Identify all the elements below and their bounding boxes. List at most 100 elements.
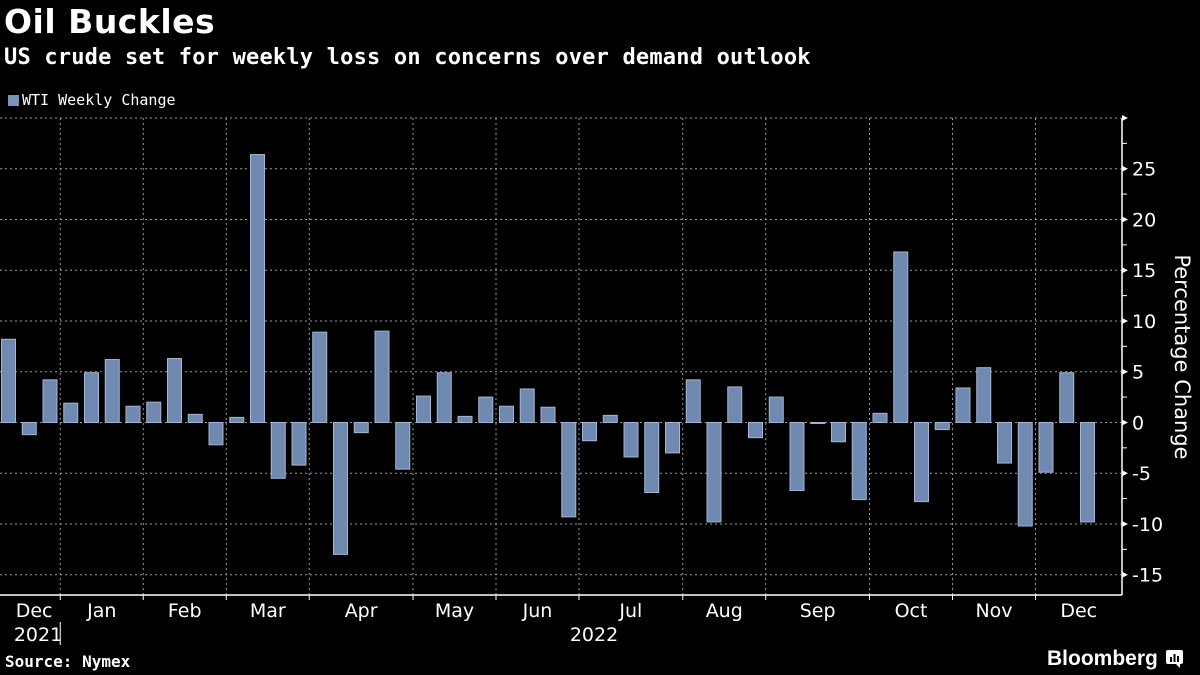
- bar: [1038, 421, 1054, 473]
- year-label: 2022: [570, 624, 618, 646]
- bar: [436, 372, 452, 423]
- bar: [665, 421, 680, 454]
- bar: [395, 421, 411, 470]
- bar: [623, 421, 639, 458]
- bar: [104, 359, 120, 423]
- x-tick-label: Aug: [706, 600, 743, 622]
- x-tick-label: Sep: [800, 600, 836, 622]
- bar: [291, 421, 307, 466]
- x-tick-label: Apr: [345, 600, 378, 622]
- bar: [872, 412, 888, 423]
- bar: [1017, 421, 1033, 527]
- y-tick: [1122, 165, 1128, 172]
- y-tick-label: -5: [1132, 463, 1151, 485]
- bar: [457, 415, 473, 423]
- bar: [519, 388, 535, 423]
- bar: [893, 251, 909, 423]
- bar: [374, 330, 390, 423]
- y-tick-label: 20: [1132, 209, 1156, 231]
- source-note: Source: Nymex: [5, 652, 131, 671]
- y-tick-label: 5: [1132, 362, 1144, 384]
- bar: [270, 421, 286, 479]
- x-tick-label: Jun: [522, 600, 553, 622]
- y-tick: [1122, 419, 1128, 426]
- x-tick-label: Feb: [168, 600, 202, 622]
- bar: [208, 421, 224, 446]
- bar: [187, 413, 203, 423]
- bar: [934, 421, 950, 431]
- bar: [602, 414, 618, 423]
- bar: [416, 395, 431, 423]
- gridlines: [0, 117, 1121, 595]
- bar: [540, 406, 556, 423]
- brand-name: Bloomberg: [1047, 647, 1158, 670]
- bar: [499, 405, 514, 423]
- x-tick-label: May: [435, 600, 474, 622]
- year-label: 2021: [14, 624, 62, 646]
- x-tick-label: Oct: [895, 600, 928, 622]
- bar: [561, 421, 577, 518]
- bar: [21, 421, 37, 436]
- y-tick: [1122, 520, 1128, 527]
- chart-title: Oil Buckles: [4, 2, 216, 41]
- chart-bubble-icon: [1165, 650, 1183, 668]
- bar: [582, 421, 597, 442]
- bar: [478, 396, 494, 423]
- bar: [1, 338, 16, 423]
- bar: [1080, 421, 1095, 523]
- x-tick-label: Jan: [86, 600, 116, 622]
- bar: [167, 358, 182, 423]
- bar: [997, 421, 1012, 464]
- bar: [63, 402, 79, 423]
- bar: [146, 401, 162, 423]
- bar: [685, 379, 701, 423]
- bar: [312, 331, 328, 423]
- y-tick: [1122, 317, 1128, 324]
- chart-subtitle: US crude set for weekly loss on concerns…: [4, 45, 811, 70]
- x-axis: Dec Jan Feb Mar Apr May Jun Jul Aug Sep Oct Nov Dec2…: [0, 594, 1122, 646]
- y-tick: [1122, 571, 1128, 578]
- bar: [810, 421, 826, 424]
- legend: WTI Weekly Change: [8, 91, 176, 109]
- bar: [727, 386, 743, 423]
- y-tick-label: -15: [1132, 565, 1163, 587]
- bar: [84, 372, 99, 423]
- bar: [768, 396, 784, 423]
- y-tick: [1122, 470, 1128, 477]
- y-axis-title: Percentage Change: [1170, 254, 1194, 460]
- y-tick: [1122, 368, 1128, 375]
- y-tick: [1122, 216, 1128, 223]
- bar: [914, 421, 929, 503]
- bar: [1059, 372, 1075, 423]
- bar: [976, 367, 992, 423]
- bar: [333, 421, 348, 555]
- bar: [748, 421, 763, 439]
- bar: [851, 421, 867, 501]
- bar: [955, 387, 971, 423]
- y-tick-label: 0: [1132, 412, 1144, 434]
- x-tick-label: Mar: [250, 600, 286, 622]
- x-tick-label: Dec: [1060, 600, 1097, 622]
- bar: [250, 154, 265, 423]
- bar: [125, 405, 141, 423]
- y-tick-label: 25: [1132, 159, 1156, 181]
- y-axis: 25 20 15 10 5 0 -5 -10 -15: [1121, 115, 1163, 595]
- bar: [789, 421, 805, 491]
- bar: [42, 379, 58, 423]
- y-tick-label: 15: [1132, 260, 1156, 282]
- x-tick-label: Dec: [16, 600, 53, 622]
- y-tick: [1122, 267, 1128, 274]
- bar: [644, 421, 660, 493]
- y-tick-label: -10: [1132, 514, 1163, 536]
- bars: [1, 154, 1095, 555]
- legend-swatch: [8, 94, 19, 106]
- x-tick-label: Nov: [975, 600, 1012, 622]
- x-tick-label: Jul: [618, 600, 642, 622]
- bar: [229, 416, 245, 423]
- bar: [353, 421, 369, 434]
- bar: [706, 421, 722, 523]
- y-tick-label: 10: [1132, 311, 1156, 333]
- y-tick: [1122, 115, 1128, 121]
- bloomberg-logo: Bloomberg: [1047, 647, 1183, 671]
